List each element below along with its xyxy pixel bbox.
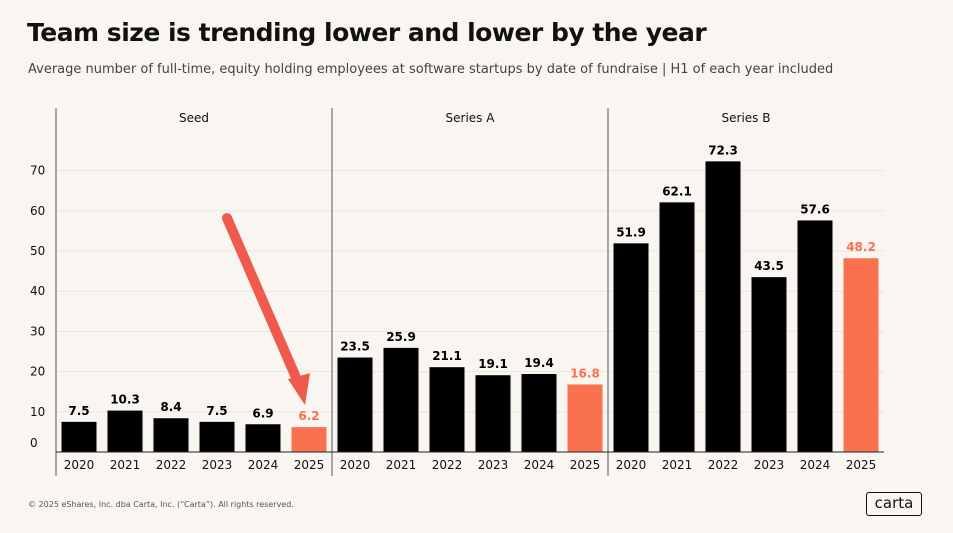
y-tick-label: 40 [30, 284, 45, 298]
data-label: 19.1 [478, 357, 508, 371]
bar [843, 258, 879, 452]
data-label: 21.1 [432, 349, 462, 363]
x-tick-label: 2022 [156, 458, 187, 472]
x-tick-label: 2021 [110, 458, 141, 472]
data-label: 43.5 [754, 259, 784, 273]
data-label: 7.5 [68, 404, 89, 418]
panel-title: Series A [446, 111, 496, 125]
bar [705, 161, 741, 452]
y-tick-label: 30 [30, 324, 45, 338]
x-tick-label: 2025 [846, 458, 877, 472]
x-tick-label: 2024 [800, 458, 831, 472]
panel-title: Series B [722, 111, 771, 125]
x-tick-label: 2021 [662, 458, 693, 472]
bar [199, 421, 235, 452]
x-tick-label: 2025 [294, 458, 325, 472]
bar [245, 424, 281, 452]
y-tick-label: 20 [30, 365, 45, 379]
bar [659, 202, 695, 452]
x-tick-label: 2020 [616, 458, 647, 472]
data-label: 48.2 [846, 240, 876, 254]
copyright-notice: © 2025 eShares, Inc. dba Carta, Inc. (“C… [28, 500, 294, 509]
bar [751, 277, 787, 452]
data-label: 19.4 [524, 356, 554, 370]
x-tick-label: 2023 [202, 458, 233, 472]
bar [153, 418, 189, 452]
data-label: 7.5 [206, 404, 227, 418]
bar [337, 357, 373, 452]
bar [613, 243, 649, 452]
bar [797, 220, 833, 452]
carta-logo: carta [866, 492, 922, 516]
bar [107, 410, 143, 452]
data-label: 72.3 [708, 143, 738, 157]
y-tick-label: 70 [30, 164, 45, 178]
data-label: 57.6 [800, 202, 830, 216]
bar [291, 427, 327, 452]
x-tick-label: 2025 [570, 458, 601, 472]
data-label: 51.9 [616, 225, 646, 239]
data-label: 6.9 [252, 406, 273, 420]
y-tick-label: 0 [30, 436, 38, 450]
bar [521, 374, 557, 452]
data-label: 10.3 [110, 393, 140, 407]
y-tick-label: 50 [30, 244, 45, 258]
bar-chart: 0 10 20 30 40 50 60 70 Seed 7.5 2020 10.3 2021 8.4 202… [30, 108, 884, 476]
data-label: 25.9 [386, 330, 416, 344]
annotation-arrow-shaft [222, 213, 306, 395]
bar [61, 421, 97, 452]
panel-title: Seed [179, 111, 209, 125]
bar [383, 347, 419, 452]
data-label: 16.8 [570, 366, 600, 380]
data-label: 6.2 [298, 409, 319, 423]
y-tick-label: 10 [30, 405, 45, 419]
data-label: 23.5 [340, 340, 370, 354]
x-tick-label: 2020 [340, 458, 371, 472]
annotation-arrow-head [288, 373, 310, 406]
x-tick-label: 2024 [248, 458, 279, 472]
x-tick-label: 2024 [524, 458, 555, 472]
x-tick-label: 2022 [432, 458, 463, 472]
x-tick-label: 2020 [64, 458, 95, 472]
x-tick-label: 2023 [478, 458, 509, 472]
x-tick-label: 2023 [754, 458, 785, 472]
chart-subtitle: Average number of full-time, equity hold… [28, 62, 834, 77]
bar [429, 367, 465, 452]
x-tick-label: 2022 [708, 458, 739, 472]
y-tick-label: 60 [30, 204, 45, 218]
data-label: 62.1 [662, 184, 692, 198]
bar [567, 384, 603, 452]
data-label: 8.4 [160, 400, 181, 414]
x-tick-label: 2021 [386, 458, 417, 472]
bar [475, 375, 511, 452]
chart-title: Team size is trending lower and lower by… [27, 18, 707, 47]
